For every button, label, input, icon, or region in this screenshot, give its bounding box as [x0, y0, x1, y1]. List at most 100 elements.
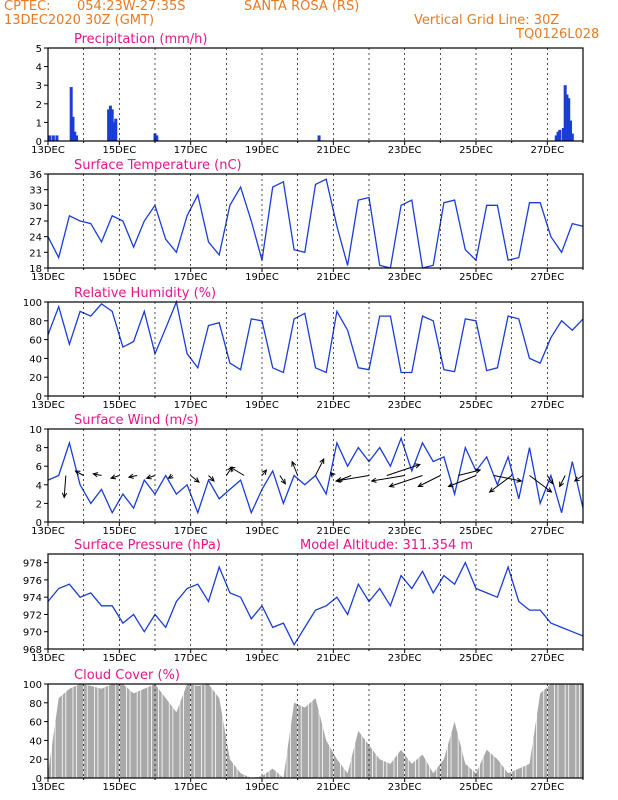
- x-tick-label: 21DEC: [316, 400, 350, 411]
- wind-vector: [335, 475, 370, 482]
- y-tick-label: 972: [23, 610, 42, 621]
- x-tick-label: 25DEC: [459, 782, 493, 793]
- precip-bar: [565, 94, 569, 141]
- wind-vector: [448, 475, 477, 487]
- y-tick-label: 1: [36, 118, 42, 129]
- x-tick-label: 19DEC: [245, 653, 279, 664]
- y-tick-label: 60: [29, 718, 42, 729]
- y-tick-label: 2: [36, 100, 42, 111]
- y-tick-label: 3: [36, 81, 42, 92]
- x-tick-label: 23DEC: [388, 145, 422, 156]
- x-tick-label: 17DEC: [174, 272, 208, 283]
- x-tick-label: 15DEC: [102, 653, 136, 664]
- panel-frame: [47, 683, 584, 779]
- series-line: [47, 178, 584, 269]
- precip-bar: [153, 133, 157, 141]
- x-tick-label: 27DEC: [530, 526, 564, 537]
- wind-arrowhead: [370, 477, 377, 483]
- wind-arrowhead: [329, 471, 336, 478]
- wind-vector: [386, 464, 420, 476]
- wind-arrowhead: [209, 476, 215, 482]
- precip-bar: [75, 135, 79, 141]
- x-tick-label: 15DEC: [102, 400, 136, 411]
- wind-arrowhead: [548, 478, 554, 485]
- precip-bar: [71, 116, 75, 141]
- wind-vector: [315, 458, 325, 476]
- chart-header: CPTEC: 054:23W-27:35S SANTA ROSA (RS) 13…: [0, 0, 618, 45]
- x-tick-label: 23DEC: [388, 400, 422, 411]
- x-tick-label: 17DEC: [174, 145, 208, 156]
- wind-vector: [146, 475, 156, 479]
- x-tick-label: 19DEC: [245, 145, 279, 156]
- x-tick-label: 23DEC: [388, 272, 422, 283]
- wind-arrowhead: [61, 492, 68, 499]
- x-tick-label: 13DEC: [31, 272, 65, 283]
- precip-bar: [567, 98, 571, 141]
- y-tick-label: 40: [29, 736, 42, 747]
- x-tick-label: 27DEC: [530, 653, 564, 664]
- wind-arrowhead: [414, 463, 421, 469]
- x-tick-label: 19DEC: [245, 400, 279, 411]
- y-tick-label: 20: [29, 373, 42, 384]
- x-tick-label: 15DEC: [102, 782, 136, 793]
- x-tick-label: 21DEC: [316, 526, 350, 537]
- precip-bar: [108, 105, 112, 141]
- x-tick-label: 21DEC: [316, 145, 350, 156]
- x-tick-label: 15DEC: [102, 145, 136, 156]
- precip-bar: [561, 127, 565, 141]
- x-tick-label: 21DEC: [316, 782, 350, 793]
- x-tick-label: 19DEC: [245, 272, 279, 283]
- wind-arrowhead: [334, 477, 341, 483]
- header-code: TQ0126L028: [516, 27, 600, 42]
- x-tick-label: 13DEC: [31, 400, 65, 411]
- panel-frame: [47, 301, 584, 397]
- precip-bar: [570, 133, 574, 141]
- cloud-cover-area: [48, 684, 583, 778]
- panel-title: Cloud Cover (%): [74, 668, 180, 683]
- wind-vector: [418, 475, 441, 487]
- x-tick-label: 13DEC: [31, 145, 65, 156]
- header-run: 13DEC2020 30Z (GMT): [4, 13, 155, 28]
- y-tick-label: 968: [23, 645, 42, 656]
- panel-title: Surface Wind (m/s): [74, 413, 198, 428]
- panel-frame: [47, 553, 584, 650]
- wind-vector: [128, 475, 138, 478]
- header-location: SANTA ROSA (RS): [244, 0, 360, 14]
- wind-vector: [559, 475, 566, 487]
- header-source: CPTEC:: [4, 0, 51, 14]
- y-tick-label: 80: [29, 699, 42, 710]
- wind-arrowhead: [127, 473, 134, 479]
- panel-subtitle: Model Altitude: 311.354 m: [300, 538, 473, 553]
- panel-title: Surface Temperature (nC): [74, 158, 242, 173]
- wind-vector: [574, 475, 584, 482]
- wind-arrowhead: [488, 487, 495, 493]
- y-tick-label: 36: [29, 170, 42, 181]
- y-tick-label: 0: [36, 774, 42, 785]
- panel-frame: [47, 47, 584, 142]
- wind-arrowhead: [475, 468, 482, 474]
- x-tick-label: 25DEC: [459, 653, 493, 664]
- wind-arrowhead: [280, 478, 286, 485]
- header-vgrid: Vertical Grid Line: 30Z: [414, 13, 560, 28]
- wind-arrowhead: [109, 474, 117, 480]
- y-tick-label: 8: [36, 444, 42, 455]
- series-line: [47, 561, 584, 647]
- wind-vector: [261, 469, 267, 476]
- wind-arrowhead: [229, 466, 236, 472]
- y-tick-label: 40: [29, 354, 42, 365]
- wind-vector: [230, 466, 245, 476]
- wind-vector: [93, 473, 102, 476]
- x-tick-label: 17DEC: [174, 526, 208, 537]
- panel-title: Precipitation (mm/h): [74, 32, 207, 47]
- precip-bar: [51, 135, 55, 141]
- precip-bar: [114, 118, 118, 141]
- wind-vector: [190, 475, 200, 483]
- x-tick-label: 13DEC: [31, 782, 65, 793]
- wind-vector: [208, 475, 215, 482]
- y-tick-label: 2: [36, 499, 42, 510]
- wind-vector: [389, 475, 423, 487]
- x-tick-label: 13DEC: [31, 653, 65, 664]
- x-tick-label: 19DEC: [245, 782, 279, 793]
- y-tick-label: 0: [36, 392, 42, 403]
- y-tick-label: 970: [23, 628, 42, 639]
